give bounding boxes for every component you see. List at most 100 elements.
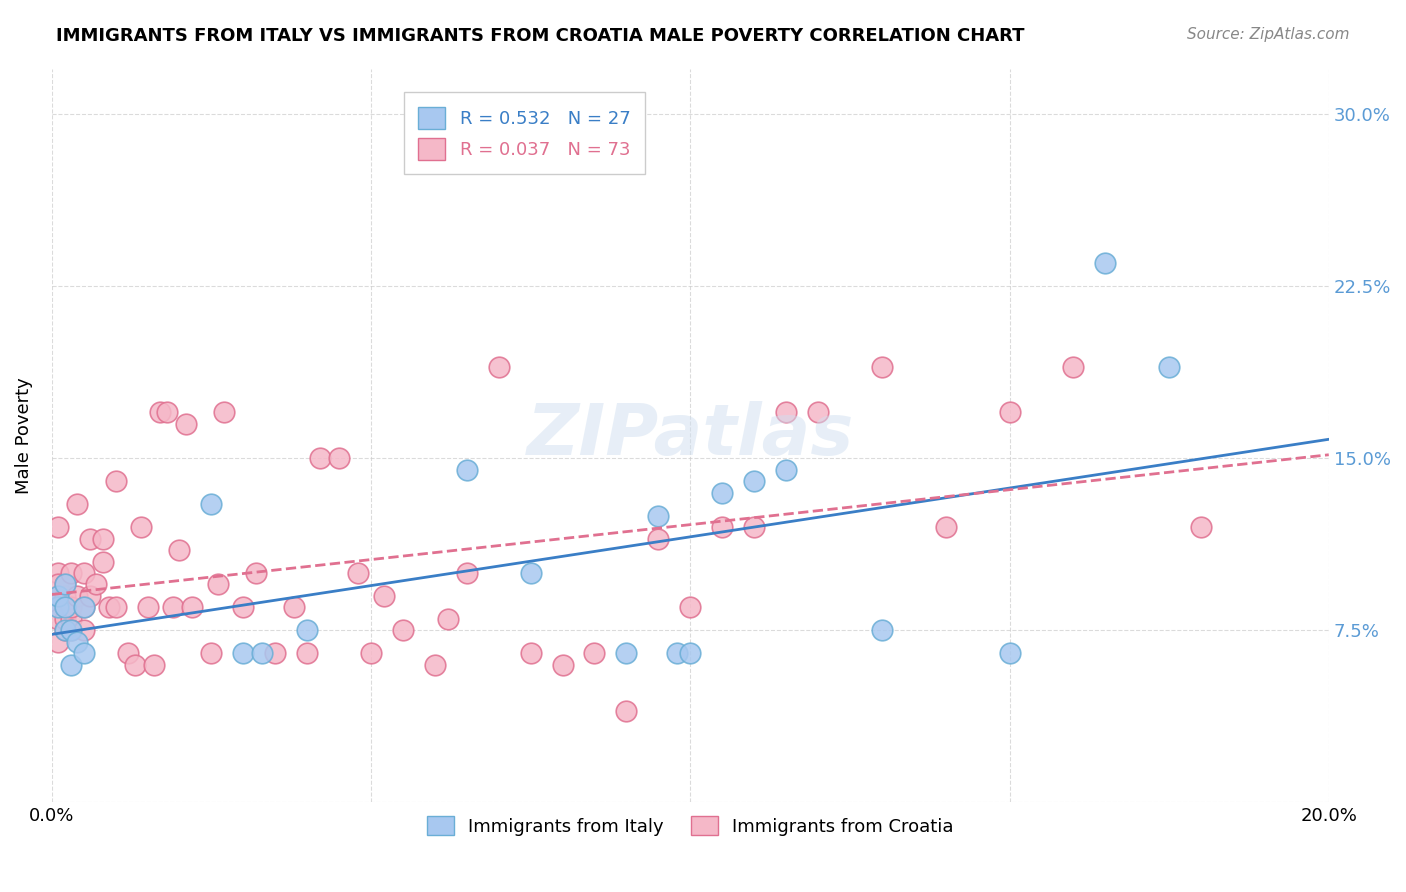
Point [59, 612, 82, 626]
Point [711, 485, 734, 500]
Point [1094, 256, 1116, 270]
Point [295, 624, 318, 638]
Point [1062, 359, 1084, 374]
Point [647, 508, 669, 523]
Point [807, 405, 830, 419]
Point [98, 600, 121, 615]
Point [46, 612, 69, 626]
Point [129, 520, 152, 534]
Point [456, 566, 478, 580]
Point [232, 600, 254, 615]
Point [46, 600, 69, 615]
Point [264, 646, 287, 660]
Point [679, 600, 702, 615]
Point [169, 543, 191, 558]
Point [935, 520, 957, 534]
Point [309, 451, 332, 466]
Point [174, 417, 197, 431]
Point [519, 646, 541, 660]
Point [149, 405, 172, 419]
Point [295, 646, 318, 660]
Point [73, 624, 96, 638]
Point [870, 624, 893, 638]
Point [73, 600, 96, 615]
Point [53, 612, 76, 626]
Point [870, 359, 893, 374]
Point [181, 600, 204, 615]
Point [360, 646, 382, 660]
Point [551, 657, 574, 672]
Point [347, 566, 370, 580]
Point [79, 532, 101, 546]
Point [392, 624, 415, 638]
Text: ZIPatlas: ZIPatlas [527, 401, 853, 470]
Point [53, 624, 76, 638]
Point [162, 600, 184, 615]
Point [53, 600, 76, 615]
Point [53, 577, 76, 591]
Point [742, 475, 765, 489]
Point [1159, 359, 1181, 374]
Point [66, 589, 89, 603]
Point [136, 600, 159, 615]
Point [616, 704, 638, 718]
Point [79, 589, 101, 603]
Point [711, 520, 734, 534]
Point [775, 463, 797, 477]
Point [46, 577, 69, 591]
Point [436, 612, 458, 626]
Text: Source: ZipAtlas.com: Source: ZipAtlas.com [1187, 27, 1350, 42]
Point [742, 520, 765, 534]
Point [775, 405, 797, 419]
Point [583, 646, 606, 660]
Point [212, 405, 235, 419]
Point [200, 497, 222, 511]
Point [423, 657, 446, 672]
Point [46, 589, 69, 603]
Point [59, 600, 82, 615]
Point [104, 475, 127, 489]
Text: IMMIGRANTS FROM ITALY VS IMMIGRANTS FROM CROATIA MALE POVERTY CORRELATION CHART: IMMIGRANTS FROM ITALY VS IMMIGRANTS FROM… [56, 27, 1025, 45]
Point [46, 520, 69, 534]
Point [998, 405, 1021, 419]
Point [66, 497, 89, 511]
Point [283, 600, 305, 615]
Point [124, 657, 146, 672]
Point [46, 589, 69, 603]
Point [998, 646, 1021, 660]
Point [59, 566, 82, 580]
Point [59, 657, 82, 672]
Point [104, 600, 127, 615]
Point [46, 600, 69, 615]
Point [519, 566, 541, 580]
Point [117, 646, 139, 660]
Point [59, 624, 82, 638]
Point [46, 634, 69, 648]
Point [86, 577, 108, 591]
Point [46, 566, 69, 580]
Legend: Immigrants from Italy, Immigrants from Croatia: Immigrants from Italy, Immigrants from C… [418, 807, 963, 845]
Point [73, 646, 96, 660]
Point [679, 646, 702, 660]
Point [488, 359, 510, 374]
Point [456, 463, 478, 477]
Point [53, 624, 76, 638]
Point [207, 577, 229, 591]
Point [53, 589, 76, 603]
Point [73, 600, 96, 615]
Point [666, 646, 689, 660]
Point [59, 624, 82, 638]
Point [91, 532, 114, 546]
Point [232, 646, 254, 660]
Y-axis label: Male Poverty: Male Poverty [15, 377, 32, 494]
Point [156, 405, 179, 419]
Point [66, 634, 89, 648]
Point [53, 577, 76, 591]
Point [200, 646, 222, 660]
Point [245, 566, 267, 580]
Point [1189, 520, 1212, 534]
Point [91, 554, 114, 568]
Point [142, 657, 165, 672]
Point [53, 600, 76, 615]
Point [616, 646, 638, 660]
